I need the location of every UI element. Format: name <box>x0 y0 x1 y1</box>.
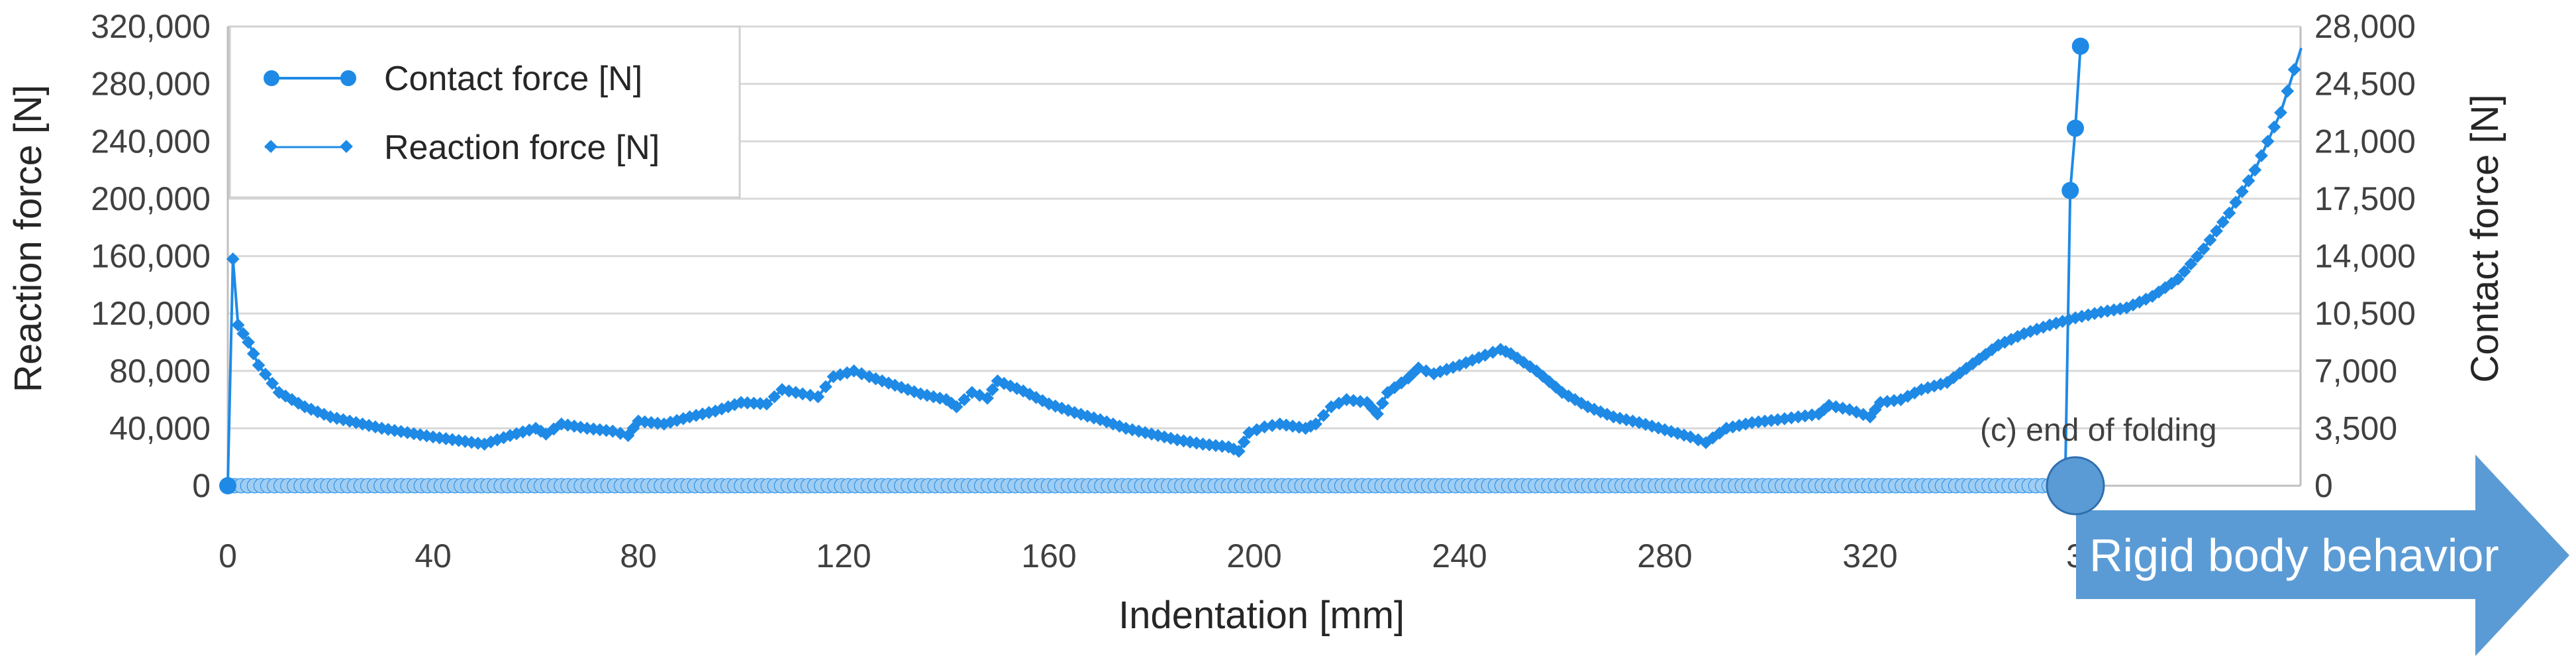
y-tick-label: 160,000 <box>91 238 211 275</box>
reaction-force-point <box>950 400 964 414</box>
y-tick-label: 0 <box>192 467 211 504</box>
reaction-force-point <box>2274 106 2287 119</box>
contact-force-markers <box>219 37 2089 494</box>
legend-box <box>228 25 741 199</box>
reaction-force-point <box>2216 215 2230 229</box>
legend-label-contact: Contact force [N] <box>384 60 642 98</box>
legend-marker-circle-icon <box>340 70 356 86</box>
right-axis-tick-labels: 0 3,500 7,000 10,500 14,000 17,500 21,000 24,50… <box>2314 8 2416 504</box>
x-tick-label: 200 <box>1226 537 1281 575</box>
x-tick-label: 0 <box>219 537 237 575</box>
y2-tick-label: 7,000 <box>2314 353 2397 390</box>
reaction-force-point <box>1371 407 1384 421</box>
contact-force-point <box>2067 119 2084 137</box>
x-tick-label: 320 <box>1842 537 1897 575</box>
y2-tick-label: 14,000 <box>2314 238 2416 275</box>
y2-tick-label: 10,500 <box>2314 295 2416 332</box>
reaction-force-point <box>2267 120 2281 134</box>
y2-tick-label: 17,500 <box>2314 180 2416 217</box>
x-tick-label: 120 <box>816 537 871 575</box>
reaction-force-point <box>1237 435 1251 449</box>
reaction-force-point <box>1309 417 1322 431</box>
reaction-force-point <box>252 359 266 372</box>
reaction-force-point <box>2203 233 2217 247</box>
y2-tick-label: 24,500 <box>2314 66 2416 103</box>
reaction-force-point <box>2261 135 2275 148</box>
legend-marker-diamond-icon <box>264 140 277 153</box>
reaction-force-point <box>2184 257 2198 271</box>
series-layer <box>219 37 2303 494</box>
reaction-force-point <box>2229 195 2243 209</box>
rigid-body-arrow <box>2076 455 2569 656</box>
reaction-force-point <box>2171 272 2185 286</box>
reaction-force-point <box>236 327 250 341</box>
y-tick-label: 320,000 <box>91 8 211 45</box>
reaction-force-point <box>1232 445 1246 458</box>
reaction-force-point <box>2281 84 2295 98</box>
reaction-force-point <box>2191 250 2204 263</box>
x-axis-title: Indentation [mm] <box>1118 594 1405 637</box>
y2-tick-label: 3,500 <box>2314 410 2397 447</box>
y-tick-label: 120,000 <box>91 295 211 332</box>
y2-axis-title: Contact force [N] <box>2463 94 2506 382</box>
y2-tick-label: 0 <box>2314 467 2333 504</box>
x-tick-label: 40 <box>415 537 452 575</box>
reaction-force-point <box>258 367 272 381</box>
reaction-force-point <box>2287 63 2301 76</box>
reaction-force-point <box>818 380 832 394</box>
reaction-force-point <box>2222 206 2236 220</box>
reaction-force-point <box>958 393 971 406</box>
y2-tick-label: 21,000 <box>2314 123 2416 160</box>
reaction-force-point <box>2210 224 2224 238</box>
y-tick-label: 80,000 <box>109 353 211 390</box>
reaction-force-point <box>1316 408 1330 422</box>
y-tick-label: 40,000 <box>109 410 211 447</box>
reaction-force-markers <box>221 63 2301 490</box>
y-tick-label: 200,000 <box>91 180 211 217</box>
y-axis-title: Reaction force [N] <box>7 85 50 392</box>
reaction-force-point <box>2248 163 2262 177</box>
reaction-force-point <box>242 335 255 349</box>
x-tick-label: 160 <box>1021 537 1076 575</box>
reaction-force-point <box>226 252 240 266</box>
reaction-force-point <box>2197 242 2210 256</box>
y-tick-label: 240,000 <box>91 123 211 160</box>
reaction-force-point <box>811 390 825 404</box>
reaction-force-point <box>246 347 260 360</box>
reaction-force-point <box>2177 264 2191 278</box>
x-tick-label: 240 <box>1432 537 1487 575</box>
contact-force-point <box>2071 37 2089 55</box>
contact-force-point <box>219 477 236 494</box>
x-axis-tick-labels: 0 40 80 120 160 200 240 280 320 3 <box>219 537 2085 575</box>
reaction-force-point <box>2235 185 2249 198</box>
reaction-force-point <box>768 390 781 404</box>
reaction-force-point <box>981 391 994 405</box>
reaction-force-point <box>760 397 773 411</box>
left-axis-tick-labels: 0 40,000 80,000 120,000 160,000 200,000 240,00… <box>91 8 211 504</box>
rigid-body-arrow-label: Rigid body behavior <box>2089 529 2499 581</box>
reaction-force-point <box>1375 396 1389 410</box>
reaction-force-point <box>231 318 245 332</box>
reaction-force-point <box>266 376 279 390</box>
end-of-folding-point-marker <box>2046 456 2105 516</box>
y-tick-label: 280,000 <box>91 66 211 103</box>
reaction-force-point <box>2242 174 2255 188</box>
legend-marker-circle-icon <box>264 70 279 86</box>
reaction-force-point <box>985 383 999 396</box>
contact-force-point <box>2061 182 2079 199</box>
x-tick-label: 80 <box>620 537 657 575</box>
legend-label-reaction: Reaction force [N] <box>384 129 660 167</box>
x-tick-label: 280 <box>1637 537 1692 575</box>
reaction-force-point <box>2255 149 2268 162</box>
y2-tick-label: 28,000 <box>2314 8 2416 45</box>
legend: Contact force [N] Reaction force [N] <box>228 25 741 199</box>
annotation-end-of-folding: (c) end of folding <box>1980 413 2217 448</box>
